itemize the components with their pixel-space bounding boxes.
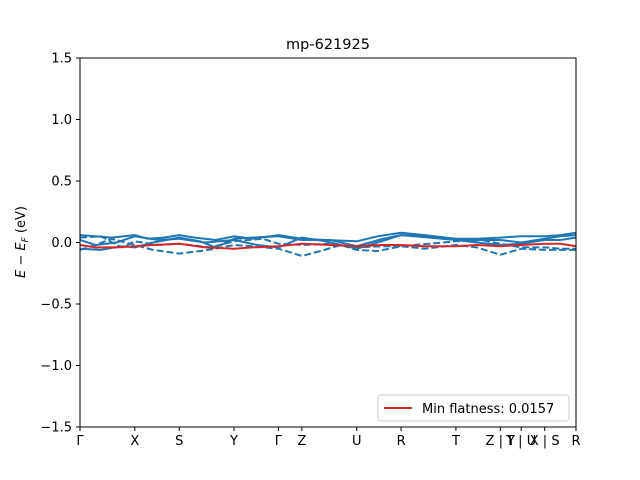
x-tick-label-3: Y bbox=[229, 434, 238, 449]
x-tick-label-5: Z bbox=[297, 434, 306, 449]
x-tick-label-10: T | U bbox=[505, 434, 536, 449]
x-tick-label-8: T bbox=[451, 434, 460, 449]
plot-area bbox=[79, 57, 577, 428]
x-tick-label-11: X | S bbox=[530, 434, 560, 449]
legend: Min flatness: 0.0157 bbox=[377, 394, 570, 422]
x-tick-label-9: Z | Y bbox=[486, 434, 516, 449]
x-tick-label-6: U bbox=[352, 434, 362, 449]
x-tick-label-2: S bbox=[175, 434, 183, 449]
legend-box bbox=[377, 394, 570, 422]
y-axis-label: E − EF (eV) bbox=[14, 206, 31, 278]
y-tick-label-3: 0.0 bbox=[51, 236, 72, 251]
flat-band-line bbox=[80, 242, 576, 250]
chart-title: mp-621925 bbox=[286, 37, 370, 53]
legend-label: Min flatness: 0.0157 bbox=[422, 402, 554, 417]
y-tick-label-1: 1.0 bbox=[51, 113, 72, 128]
x-tick-label-1: X bbox=[130, 434, 139, 449]
y-tick-label-5: −1.0 bbox=[40, 359, 72, 374]
y-tick-label-0: 1.5 bbox=[51, 52, 72, 67]
y-axis: 1.5 1.0 0.5 0.0 −0.5 −1.0 −1.5 bbox=[40, 52, 80, 436]
y-tick-label-2: 0.5 bbox=[51, 175, 72, 190]
y-tick-label-6: −1.5 bbox=[40, 421, 72, 436]
y-tick-label-4: −0.5 bbox=[40, 298, 72, 313]
band-line-3 bbox=[80, 237, 576, 257]
x-tick-label-4: Γ bbox=[275, 434, 283, 449]
x-tick-label-12: R bbox=[571, 434, 580, 449]
x-tick-label-7: R bbox=[397, 434, 406, 449]
x-tick-label-0: Γ bbox=[76, 434, 84, 449]
